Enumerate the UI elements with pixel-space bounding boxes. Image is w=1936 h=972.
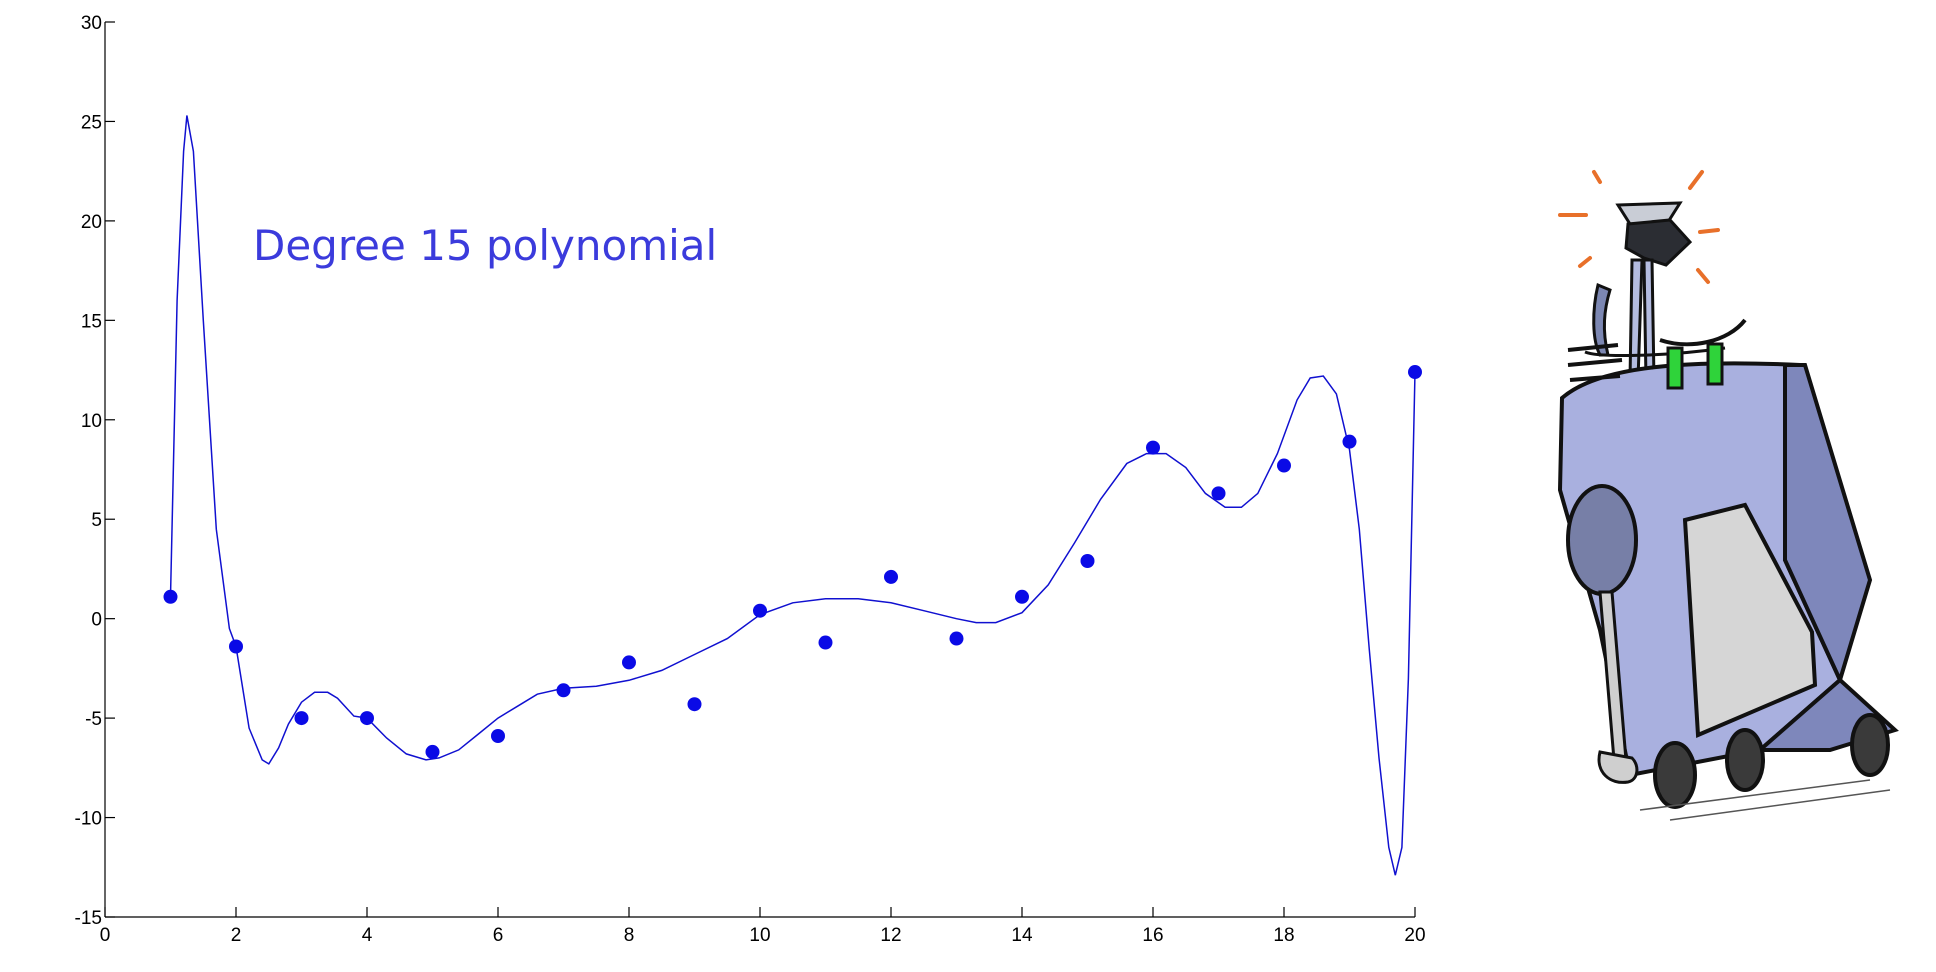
data-point [1080,553,1095,568]
y-tick-label: 25 [81,112,102,133]
data-points [163,365,1422,759]
y-tick-label: 20 [81,212,102,233]
data-point [818,635,833,650]
data-point [1342,434,1357,449]
x-tick-label: 20 [1404,925,1425,946]
data-point [491,729,505,744]
data-point [1015,589,1029,604]
data-point [753,603,767,618]
chart: 0 2 4 6 8 10 12 14 16 18 20 -15 -10 -5 0 5 10 15 20 25 30 D… [75,13,1426,946]
chart-annotation: Degree 15 polynomial [253,221,717,270]
y-tick-label: 0 [91,610,102,631]
beacon-light-icon [1615,201,1693,267]
x-tick-label: 6 [493,925,504,946]
data-point [1408,365,1422,380]
data-point [622,655,636,670]
x-tick-label: 14 [1011,925,1033,946]
data-point [425,744,440,759]
x-tick-label: 8 [624,925,635,946]
light-rays-icon [1558,170,1720,284]
y-tick-label: 10 [81,411,102,432]
y-tick-label: 15 [81,311,102,332]
data-point [884,569,898,584]
x-tick-label: 0 [100,925,111,946]
robot-wheels [1653,713,1890,809]
y-tick-label: 5 [91,510,102,531]
robot-body [1557,318,1899,778]
y-tick-label: -5 [85,709,102,730]
robot-eyes [1666,342,1724,390]
x-tick-label: 4 [362,925,373,946]
x-tick-label: 16 [1142,925,1163,946]
x-tick-label: 12 [880,925,901,946]
data-point [949,631,964,646]
data-point [556,683,571,698]
motion-lines [1639,779,1891,821]
data-point [294,711,309,726]
y-tick-label: 30 [81,13,102,34]
x-tick-label: 2 [231,925,242,946]
robot-icon [1557,170,1899,821]
axes [104,22,1415,918]
data-point [163,589,178,604]
x-tick-label: 18 [1273,925,1294,946]
fit-curve-line [169,115,1416,876]
x-tick-label: 10 [749,925,770,946]
data-point [360,711,374,726]
data-point [229,639,243,654]
y-tick-label: -15 [75,908,102,929]
data-point [1211,486,1226,501]
x-axis-ticks: 0 2 4 6 8 10 12 14 16 18 20 [100,907,1426,946]
data-point [1277,458,1291,473]
y-tick-label: -10 [75,809,102,830]
y-axis-ticks: -15 -10 -5 0 5 10 15 20 25 30 [75,13,115,929]
data-point [687,697,702,712]
data-point [1146,440,1160,455]
robot-arm [1597,590,1639,784]
